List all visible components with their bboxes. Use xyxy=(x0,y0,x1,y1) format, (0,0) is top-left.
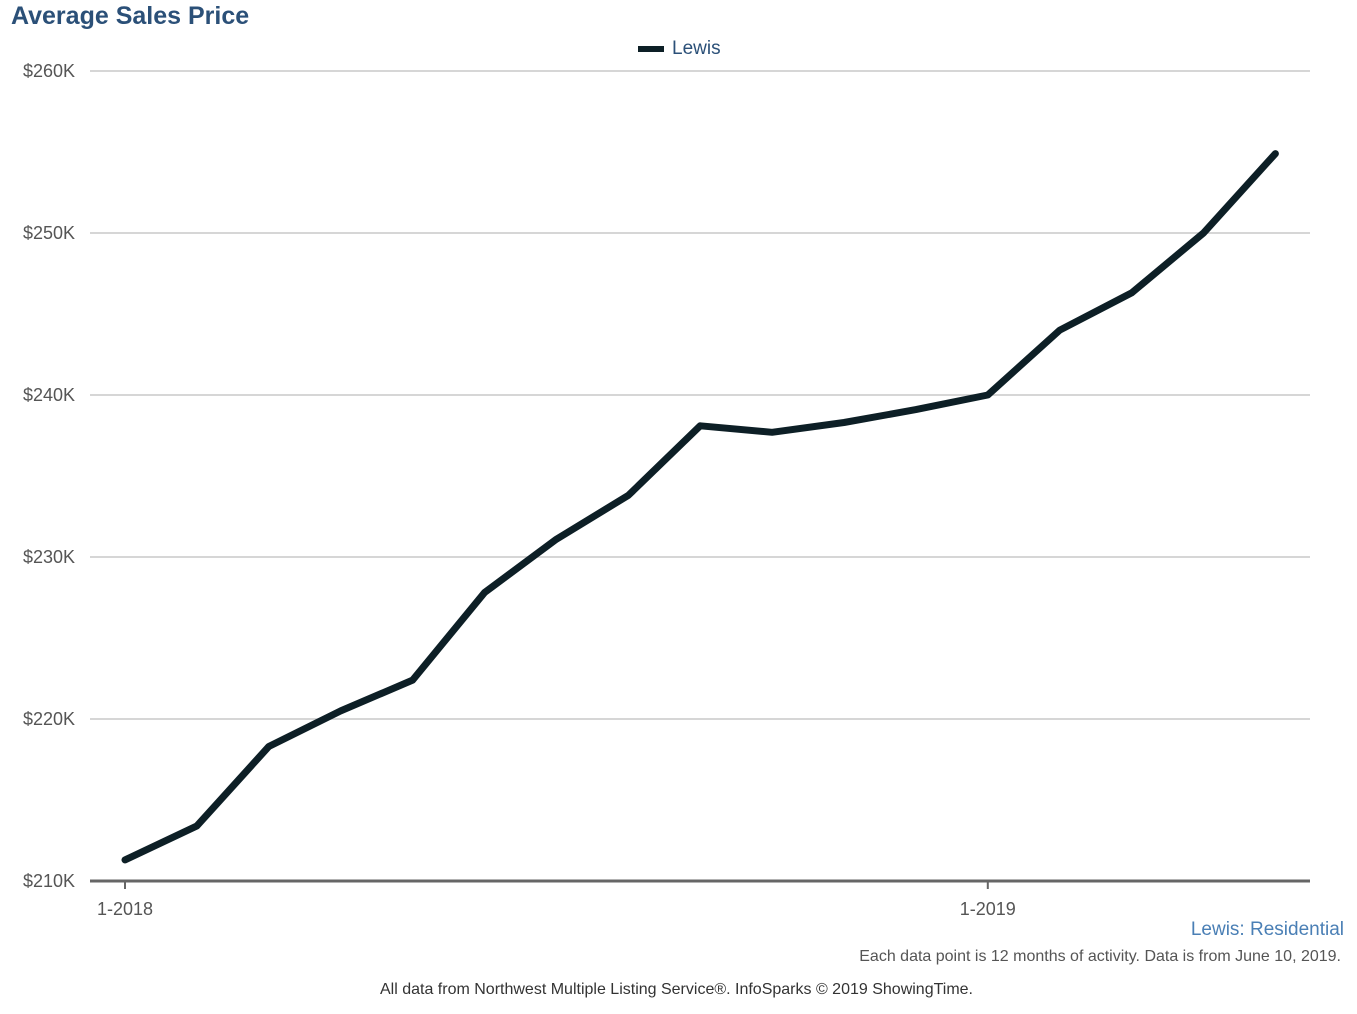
data-source: All data from Northwest Multiple Listing… xyxy=(379,981,973,998)
x-tick-label: 1-2019 xyxy=(960,899,1016,919)
axes: $210K $220K $230K $240K $250K $260K 1-2018 1-20… xyxy=(23,61,1310,919)
chart-title: Average Sales Price xyxy=(11,2,250,30)
legend-swatch-lewis xyxy=(638,46,664,52)
gridlines xyxy=(90,70,1310,720)
y-tick-label: $220K xyxy=(23,709,75,729)
legend[interactable]: Lewis xyxy=(638,38,721,60)
y-tick-label: $260K xyxy=(23,61,75,81)
y-tick-label: $240K xyxy=(23,385,75,405)
series xyxy=(121,150,1279,864)
series-line-lewis[interactable] xyxy=(121,150,1279,864)
legend-label-lewis: Lewis xyxy=(672,38,721,59)
y-tick-label: $250K xyxy=(23,223,75,243)
x-tick-label: 1-2018 xyxy=(97,899,153,919)
y-tick-label: $230K xyxy=(23,547,75,567)
chart-subtitle: Lewis: Residential xyxy=(1190,919,1344,940)
data-note: Each data point is 12 months of activity… xyxy=(859,948,1341,965)
y-tick-label: $210K xyxy=(23,871,75,891)
